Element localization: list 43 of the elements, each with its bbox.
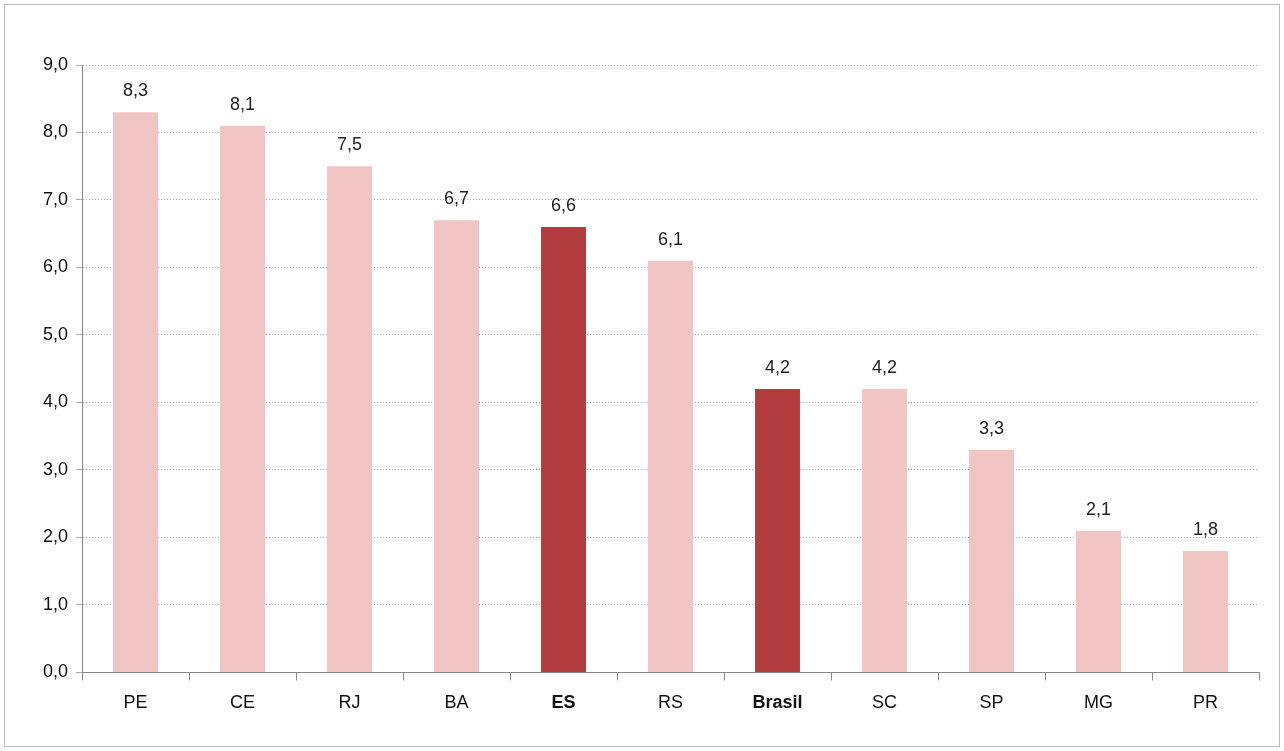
- y-tick-label: 8,0: [42, 121, 69, 142]
- x-tick-label: RJ: [338, 692, 361, 713]
- bar: [113, 112, 158, 672]
- bar: [969, 449, 1014, 672]
- bar: [1076, 530, 1121, 672]
- x-tick-label: Brasil: [752, 692, 803, 713]
- data-label: 2,1: [1085, 498, 1112, 519]
- y-tick-label: 6,0: [42, 256, 69, 277]
- bar: [220, 125, 265, 672]
- data-label: 4,2: [871, 356, 898, 377]
- bar: [862, 388, 907, 672]
- y-tick-label: 4,0: [42, 391, 69, 412]
- bar: [755, 388, 800, 672]
- data-label: 8,1: [230, 93, 256, 114]
- bar: [434, 220, 479, 672]
- data-label: 8,3: [123, 80, 149, 101]
- y-tick-label: 2,0: [42, 526, 69, 547]
- data-label: 4,2: [764, 356, 791, 377]
- data-label: 6,7: [444, 188, 470, 209]
- y-tick-label: 3,0: [42, 458, 69, 479]
- data-label: 3,3: [978, 417, 1005, 438]
- data-label: 1,8: [1192, 518, 1219, 539]
- x-tick-label: MG: [1084, 692, 1113, 713]
- y-tick-label: 7,0: [42, 188, 69, 209]
- y-tick-label: 0,0: [42, 661, 69, 682]
- data-label: 7,5: [337, 134, 363, 155]
- x-tick-label: SP: [979, 692, 1004, 713]
- y-tick-label: 9,0: [42, 53, 69, 74]
- x-tick-label: SC: [872, 692, 898, 713]
- y-tick-label: 1,0: [42, 593, 69, 614]
- data-label: 6,1: [658, 228, 684, 249]
- x-tick-label: ES: [551, 692, 576, 713]
- x-tick-label: PR: [1192, 692, 1219, 713]
- bar: [1183, 550, 1228, 672]
- x-tick-label: PE: [123, 692, 148, 713]
- data-label: 6,6: [551, 194, 577, 215]
- x-tick-label: CE: [230, 692, 256, 713]
- x-tick-label: BA: [444, 692, 469, 713]
- x-tick-label: RS: [658, 692, 684, 713]
- bar: [327, 166, 372, 672]
- bar: [648, 260, 693, 672]
- bar: [541, 226, 586, 672]
- y-tick-label: 5,0: [42, 323, 69, 344]
